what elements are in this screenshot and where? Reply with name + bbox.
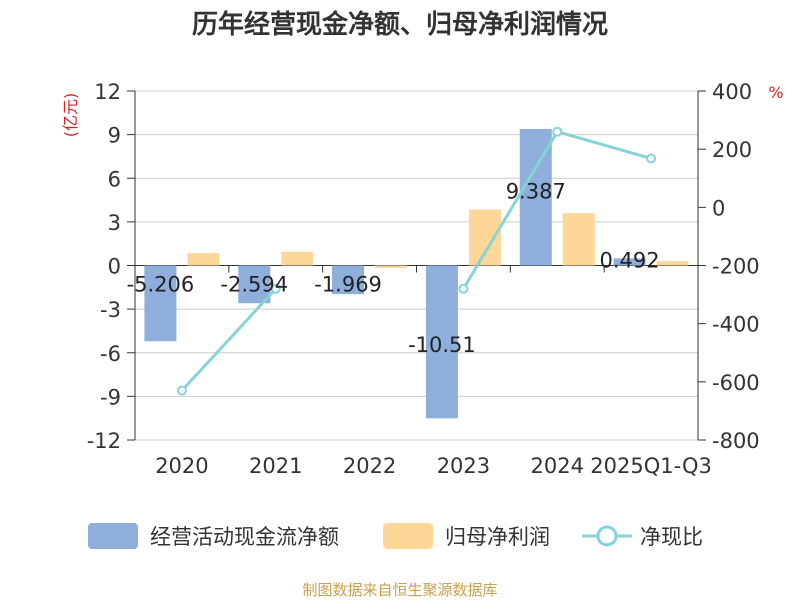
net-profit-bar (375, 265, 408, 269)
right-tick-label: -800 (712, 429, 760, 453)
grid-lines (135, 90, 698, 441)
left-tick-label: -6 (100, 342, 121, 366)
net-profit-bar (562, 213, 595, 266)
ratio-line (176, 126, 657, 396)
source-note: 制图数据来自恒生聚源数据库 (302, 581, 498, 599)
legend-label-cashflow: 经营活动现金流净额 (150, 525, 339, 549)
cashflow-bar (332, 265, 365, 295)
data-labels: -5.206 -2.594 -1.969 -10.51 9.387 0.492 (127, 179, 660, 356)
x-tick-label: 2022 (343, 454, 396, 478)
axes: 12 9 6 3 0 -3 -6 -9 -12 400 200 0 -200 -400 -600 -800 (亿… (61, 80, 784, 478)
x-tick-label: 2025Q1-Q3 (590, 454, 712, 478)
chart-title: 历年经营现金净额、归母净利润情况 (191, 10, 608, 40)
ratio-line-segment (180, 287, 277, 392)
legend-item-net-profit[interactable]: 归母净利润 (383, 516, 550, 556)
ratio-line-segment (462, 130, 559, 290)
legend-swatch-net-profit (383, 523, 433, 549)
net-profit-bar (468, 209, 501, 266)
right-axis-label: % (768, 83, 783, 102)
legend: 经营活动现金流净额 归母净利润 净现比 (0, 516, 800, 556)
right-tick-label: -200 (712, 255, 760, 279)
left-axis-label: (亿元) (61, 93, 80, 138)
x-tick-label: 2020 (155, 454, 208, 478)
left-tick-label: 9 (108, 124, 121, 148)
left-tick-label: -12 (87, 429, 121, 453)
ratio-point (552, 126, 563, 137)
x-tick-label: 2024 (531, 454, 584, 478)
ratio-point (176, 385, 187, 396)
left-tick-label: 0 (108, 255, 121, 279)
bars (144, 128, 689, 419)
ratio-point (646, 153, 657, 164)
x-tick-label: 2023 (437, 454, 490, 478)
right-tick-label: -400 (712, 313, 760, 337)
legend-swatch-ratio (582, 525, 632, 547)
left-tick-label: 6 (108, 167, 121, 191)
cashflow-bar (613, 258, 646, 266)
ratio-point (458, 283, 469, 294)
legend-item-cashflow[interactable]: 经营活动现金流净额 (88, 516, 339, 556)
cashflow-data-label: 9.387 (506, 179, 566, 203)
cashflow-data-label: -5.206 (127, 273, 195, 297)
cashflow-bar (425, 265, 458, 419)
ratio-point (270, 283, 281, 294)
left-tick-label: -9 (100, 385, 121, 409)
right-tick-label: 0 (712, 196, 725, 220)
legend-label-net-profit: 归母净利润 (445, 525, 550, 549)
ratio-line-segment (556, 130, 652, 160)
cashflow-bar (238, 265, 271, 304)
legend-label-ratio: 净现比 (640, 525, 703, 549)
net-profit-bar (656, 261, 689, 266)
left-tick-label: -3 (100, 298, 121, 322)
right-tick-label: 400 (712, 80, 752, 104)
cashflow-bar (144, 265, 177, 342)
legend-item-ratio[interactable]: 净现比 (582, 516, 703, 556)
cashflow-data-label: -1.969 (314, 273, 382, 297)
legend-swatch-cashflow (88, 523, 138, 549)
right-tick-label: 200 (712, 138, 752, 162)
left-tick-label: 12 (94, 80, 121, 104)
net-profit-bar (281, 251, 314, 266)
cashflow-data-label: 0.492 (600, 249, 660, 273)
cashflow-data-label: -10.51 (408, 333, 476, 357)
cashflow-data-label: -2.594 (220, 273, 288, 297)
right-tick-label: -600 (712, 371, 760, 395)
x-tick-label: 2021 (249, 454, 302, 478)
left-tick-label: 3 (108, 211, 121, 235)
net-profit-bar (187, 253, 220, 266)
